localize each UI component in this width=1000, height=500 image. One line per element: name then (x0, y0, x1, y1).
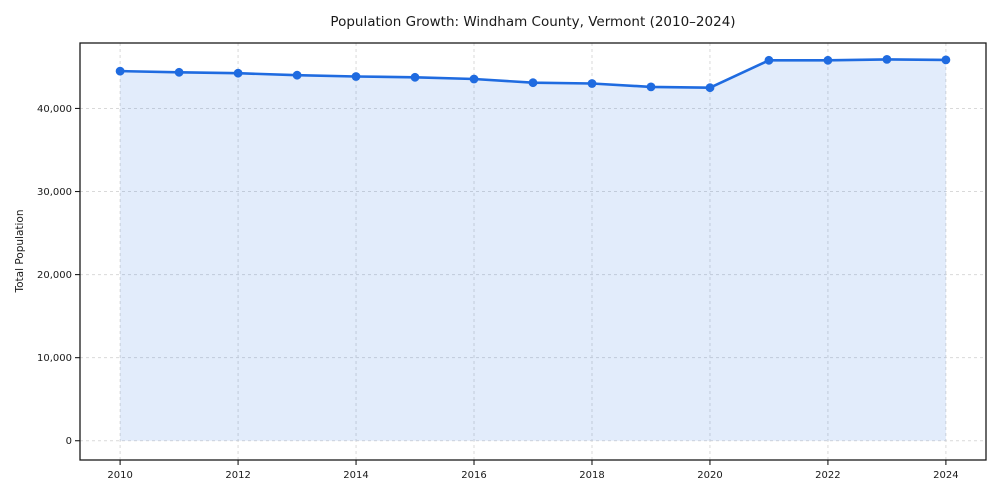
plot-border (79, 42, 987, 461)
data-point-marker (823, 55, 833, 65)
x-tick-label: 2024 (933, 470, 958, 481)
chart-title: Population Growth: Windham County, Vermo… (330, 14, 736, 30)
data-point-marker (646, 82, 656, 92)
data-point-marker (410, 72, 420, 82)
data-point-marker (882, 55, 892, 64)
y-tick-label: 0 (66, 436, 72, 447)
y-tick-label: 30,000 (37, 187, 72, 198)
data-point-marker (115, 66, 125, 76)
data-point-marker (587, 79, 597, 88)
x-tick-label: 2016 (461, 470, 486, 481)
x-tick-label: 2014 (343, 470, 368, 481)
x-tick-label: 2018 (579, 470, 604, 481)
x-tick-label: 2022 (815, 470, 840, 481)
y-tick-label: 20,000 (37, 270, 72, 281)
data-point-marker (292, 70, 302, 80)
x-tick-label: 2012 (225, 470, 250, 481)
data-point-marker (233, 68, 243, 78)
area-fill (120, 59, 946, 441)
y-tick-label: 10,000 (37, 353, 72, 364)
data-point-marker (469, 74, 479, 84)
data-point-marker (764, 55, 774, 65)
y-axis-label: Total Population (14, 209, 26, 293)
data-point-marker (705, 83, 715, 93)
data-point-marker (528, 78, 538, 88)
data-point-marker (351, 72, 361, 81)
x-tick-label: 2010 (107, 470, 132, 481)
x-tick-label: 2020 (697, 470, 722, 481)
data-point-marker (941, 55, 951, 65)
y-tick-label: 40,000 (37, 104, 72, 115)
data-point-marker (174, 67, 184, 77)
